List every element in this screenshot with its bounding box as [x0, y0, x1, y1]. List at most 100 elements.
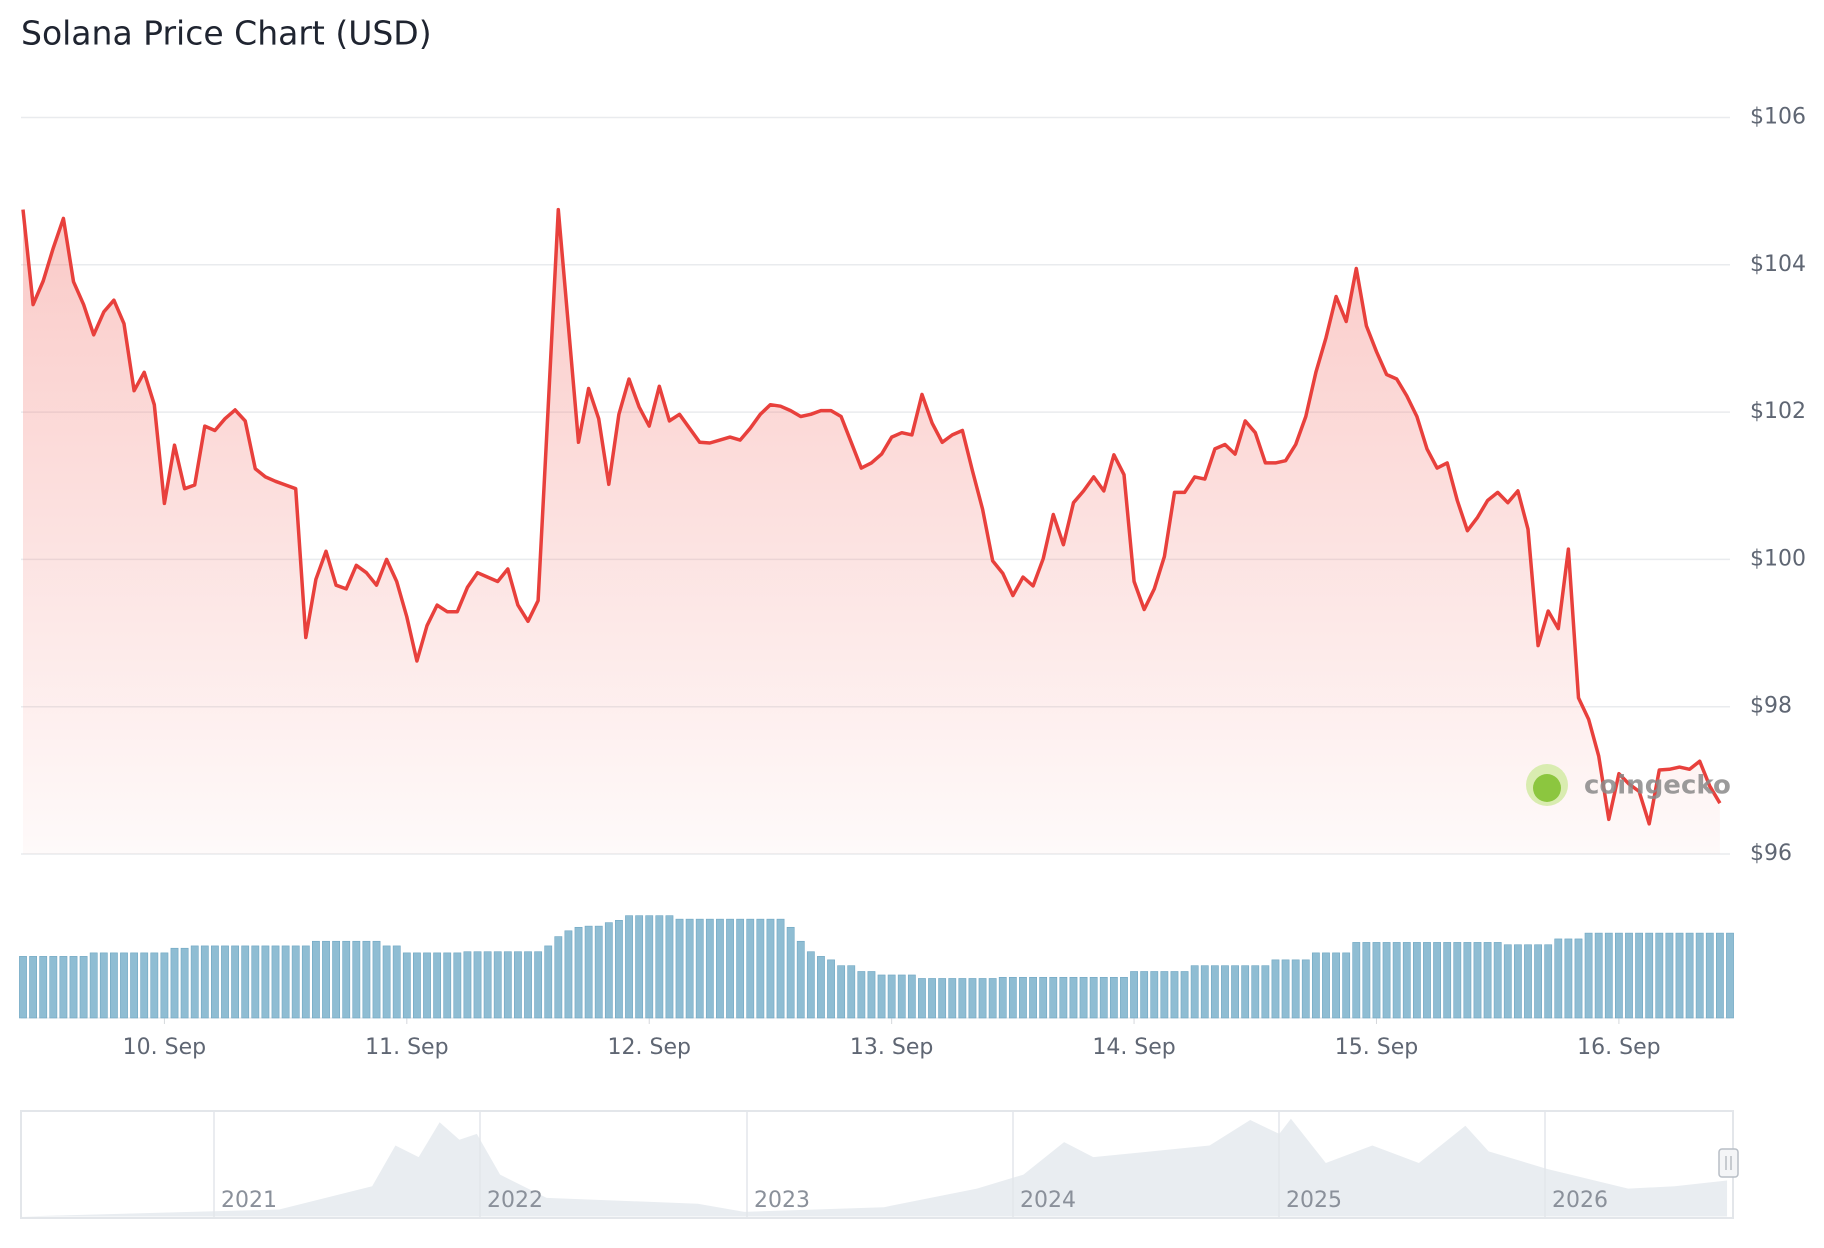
- volume-bar: [817, 956, 825, 1019]
- volume-bar: [1221, 965, 1229, 1019]
- volume-bar: [1645, 932, 1654, 1019]
- volume-bar: [1443, 942, 1452, 1019]
- volume-bar: [1089, 976, 1098, 1019]
- volume-bar: [1322, 952, 1330, 1019]
- volume-bar: [1291, 959, 1300, 1019]
- volume-bar: [211, 945, 219, 1019]
- volume-bar: [503, 951, 512, 1019]
- volume-bar: [958, 978, 967, 1019]
- volume-bar: [574, 926, 583, 1019]
- volume-bar: [473, 951, 482, 1019]
- volume-bar: [89, 952, 98, 1019]
- volume-bar: [483, 951, 492, 1019]
- volume-bar: [382, 945, 391, 1019]
- volume-bar: [1675, 932, 1684, 1019]
- volume-bar: [655, 915, 664, 1019]
- volume-bar: [1281, 959, 1290, 1019]
- volume-bar: [352, 940, 361, 1019]
- volume-bar: [897, 974, 906, 1019]
- volume-bar: [362, 940, 371, 1019]
- x-tick-label: 10. Sep: [123, 1035, 206, 1060]
- volume-bar: [988, 978, 997, 1019]
- navigator-year: 2025: [1286, 1188, 1342, 1213]
- volume-bar: [99, 952, 108, 1019]
- volume-bar: [1120, 976, 1128, 1019]
- volume-bar: [1463, 942, 1472, 1019]
- price-area: [23, 209, 1720, 855]
- volume-bar: [120, 952, 128, 1019]
- volume-bar: [322, 940, 330, 1019]
- volume-bar: [281, 945, 290, 1019]
- volume-bar: [1594, 932, 1603, 1019]
- volume-bar: [231, 945, 240, 1019]
- volume-bar: [837, 965, 846, 1019]
- volume-bar: [847, 965, 856, 1019]
- volume-bar: [150, 952, 159, 1019]
- volume-bar: [261, 945, 270, 1019]
- volume-bar: [1049, 976, 1058, 1019]
- navigator-year: 2024: [1020, 1188, 1076, 1213]
- volume-bar: [1453, 942, 1462, 1019]
- volume-bar: [130, 952, 139, 1019]
- volume-bar: [453, 952, 462, 1019]
- volume-bar: [1685, 932, 1694, 1019]
- volume-bar: [1604, 932, 1613, 1019]
- volume-bar: [1200, 965, 1209, 1019]
- volume-bar: [190, 945, 199, 1019]
- volume-bar: [1726, 932, 1734, 1019]
- volume-bar: [1109, 976, 1118, 1019]
- volume-bar: [1332, 952, 1340, 1019]
- volume-bar: [716, 918, 724, 1019]
- volume-bar: [1099, 976, 1108, 1019]
- volume-bar: [948, 978, 957, 1019]
- volume-bar: [1584, 932, 1593, 1019]
- navigator-handle[interactable]: [1718, 1148, 1739, 1178]
- y-tick-label: $100: [1750, 546, 1806, 571]
- volume-bar: [1079, 976, 1088, 1019]
- volume-bar: [1271, 959, 1280, 1019]
- volume-bar: [1635, 932, 1643, 1019]
- volume-bar: [564, 930, 573, 1019]
- volume-bar: [291, 945, 300, 1019]
- volume-bar: [463, 951, 472, 1019]
- volume-bar: [1261, 965, 1270, 1019]
- volume-bar: [776, 918, 785, 1019]
- volume-bar: [1402, 942, 1411, 1019]
- x-tick-label: 16. Sep: [1577, 1035, 1660, 1060]
- volume-bar: [251, 945, 260, 1019]
- volume-bar: [493, 951, 502, 1019]
- volume-bar: [392, 945, 401, 1019]
- y-tick-label: $98: [1750, 694, 1792, 719]
- volume-bar: [160, 952, 169, 1019]
- volume-bar: [1170, 971, 1179, 1019]
- volume-bar: [1625, 932, 1633, 1019]
- volume-bar: [200, 945, 209, 1019]
- volume-bar: [69, 956, 78, 1019]
- volume-bar: [1392, 942, 1401, 1019]
- volume-bar: [1513, 944, 1522, 1019]
- volume-bar: [907, 974, 916, 1019]
- volume-bar: [867, 971, 876, 1019]
- volume-bar: [1150, 971, 1159, 1019]
- volume-bar: [1372, 942, 1381, 1019]
- volume-bar: [110, 952, 118, 1019]
- volume-bar: [241, 945, 250, 1019]
- watermark-logo-inner: [1533, 774, 1561, 802]
- volume-bar: [271, 945, 280, 1019]
- volume-bar: [1614, 932, 1623, 1019]
- volume-bar: [301, 945, 310, 1019]
- volume-bar: [1210, 965, 1219, 1019]
- volume-bar: [938, 978, 947, 1019]
- volume-bar: [1554, 938, 1563, 1019]
- volume-bar: [786, 926, 795, 1019]
- volume-bar: [180, 947, 189, 1019]
- x-tick-label: 12. Sep: [608, 1035, 691, 1060]
- x-tick-label: 14. Sep: [1092, 1035, 1175, 1060]
- volume-bar: [1342, 952, 1351, 1019]
- volume-bar: [221, 945, 229, 1019]
- volume-bar: [1251, 965, 1260, 1019]
- watermark-text: coingecko: [1584, 771, 1731, 801]
- volume-bar: [726, 918, 734, 1019]
- volume-bar: [998, 976, 1007, 1019]
- volume-bar: [29, 956, 38, 1019]
